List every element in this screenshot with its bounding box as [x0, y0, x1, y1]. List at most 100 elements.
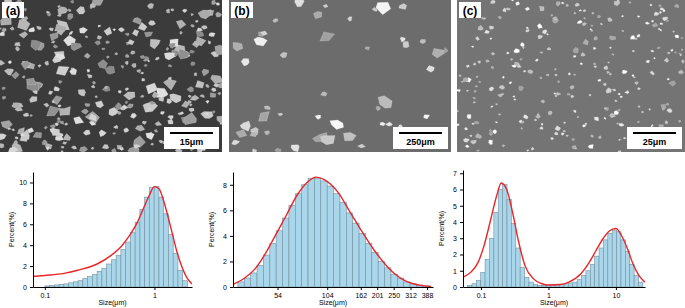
particle [617, 123, 620, 125]
particle [95, 96, 97, 98]
particle [590, 28, 592, 30]
scale-bar-label: 25μm [643, 137, 667, 147]
particle [679, 53, 682, 55]
y-tick-mark [30, 266, 33, 267]
particle [194, 73, 197, 76]
x-tick-mark [410, 287, 411, 290]
particle [491, 52, 495, 55]
particle [484, 30, 489, 33]
histogram-bar [378, 261, 384, 287]
histogram-bar [308, 178, 314, 287]
particle [467, 114, 471, 118]
particle [154, 130, 157, 133]
particle [233, 42, 243, 51]
particle [516, 2, 520, 6]
panel-label: (a) [6, 4, 21, 18]
particle [104, 27, 112, 36]
particle [42, 140, 47, 145]
plot-area [463, 183, 645, 287]
y-tick-label: 10 [19, 179, 27, 186]
histogram-bar [45, 286, 50, 287]
y-tick-mark [230, 261, 233, 262]
particle [85, 36, 88, 38]
particle [87, 74, 92, 78]
figure: (a)15μm(b)250μm(c)25μm0.110246810Percent… [0, 0, 685, 308]
particle [489, 140, 493, 144]
histogram-bar [630, 264, 634, 287]
particle [580, 63, 583, 65]
particle [61, 146, 64, 148]
particle [561, 2, 564, 4]
histogram-bar [302, 185, 308, 287]
particle [241, 59, 249, 66]
particle [663, 9, 665, 12]
histogram-bar [472, 284, 476, 287]
particle [491, 106, 493, 108]
particle [102, 145, 109, 150]
particle [106, 41, 110, 44]
particle [457, 110, 459, 112]
particle [29, 27, 35, 32]
scale-bar-label: 250μm [406, 137, 435, 147]
particle [184, 112, 197, 124]
particle [29, 96, 37, 102]
particle [475, 37, 479, 41]
particle [476, 134, 482, 139]
histogram-bar [494, 212, 498, 287]
x-tick-mark [361, 287, 362, 290]
particle [473, 63, 476, 66]
histogram-bar [577, 280, 581, 287]
particle [520, 58, 523, 60]
particle [205, 113, 208, 116]
y-axis: 02468 [223, 173, 233, 291]
x-tick-mark [278, 287, 279, 290]
particle [261, 31, 268, 36]
particle [52, 96, 63, 105]
x-axis: 0.1110 [464, 287, 646, 299]
particle [598, 136, 601, 139]
particle [623, 137, 626, 139]
particle [566, 135, 569, 137]
particle [90, 6, 93, 9]
particle [128, 104, 134, 109]
particle [489, 87, 494, 91]
histogram-bar [54, 285, 59, 287]
particle [58, 7, 68, 15]
particle [146, 133, 155, 140]
y-tick-mark [460, 287, 463, 288]
particle [190, 50, 195, 53]
particle [649, 108, 651, 110]
y-axis: 0246810 [19, 173, 33, 291]
particle [620, 96, 623, 98]
particle [212, 0, 216, 4]
y-tick-label: 6 [23, 221, 27, 228]
particle [55, 24, 68, 31]
particle [652, 23, 658, 27]
particle [315, 115, 321, 119]
particle [70, 68, 77, 74]
histogram-chart: 0.110246810Percent(%)Size(μm) [8, 173, 193, 308]
x-tick-mark [616, 287, 617, 290]
particle [51, 41, 55, 44]
x-axis-title: Size(μm) [319, 299, 347, 307]
x-tick-mark [394, 287, 395, 290]
particle [609, 113, 615, 118]
particle [537, 23, 542, 28]
x-tick-label: 1 [153, 292, 157, 299]
scale-bar-box [393, 127, 448, 149]
particle [159, 140, 163, 143]
histogram-bar [126, 242, 131, 287]
particle [164, 53, 174, 60]
particle [540, 77, 542, 79]
y-tick: 10 [19, 179, 33, 186]
particle [163, 79, 176, 90]
particle [604, 66, 608, 70]
particle [118, 90, 121, 93]
histogram-bar [59, 284, 64, 287]
particle [201, 112, 214, 119]
particle [98, 25, 101, 27]
particle [236, 130, 247, 138]
particle [403, 42, 409, 48]
particle [478, 61, 481, 64]
histogram-bar [590, 264, 594, 287]
